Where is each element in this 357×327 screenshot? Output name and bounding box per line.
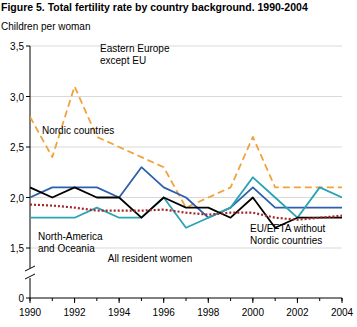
x-tick [297, 298, 298, 303]
y-tick-label: 3,0 [10, 92, 24, 103]
y-tick-label: 0 [18, 293, 24, 304]
y-tick-label: 2,0 [10, 193, 24, 204]
x-tick [163, 298, 164, 303]
x-tick [342, 298, 343, 303]
x-tick [252, 298, 253, 303]
x-minor-tick [96, 298, 97, 301]
x-tick-label: 1990 [19, 307, 42, 318]
y-tick [26, 46, 30, 47]
series-label: North-Americaand Oceania [38, 231, 103, 254]
grid-line [30, 96, 342, 97]
series-line [30, 167, 342, 218]
x-minor-tick [275, 298, 276, 301]
title: Figure 5. Total fertility rate by countr… [1, 1, 308, 13]
series-label: Nordic countries [42, 125, 114, 136]
x-tick [30, 298, 31, 303]
x-tick-label: 1992 [63, 307, 86, 318]
y-axis-label: Children per woman [1, 21, 91, 32]
x-tick-label: 2000 [242, 307, 265, 318]
y-axis [30, 46, 31, 268]
x-minor-tick [230, 298, 231, 301]
series-line [30, 177, 342, 228]
series-line [30, 187, 342, 227]
plot-area [30, 86, 342, 227]
series-label: EU/EFTA withoutNordic countries [250, 223, 326, 246]
y-tick [26, 298, 30, 299]
series-label: All resident women [108, 253, 192, 264]
series-line [30, 86, 342, 207]
grid-line [30, 46, 342, 47]
x-minor-tick [141, 298, 142, 301]
y-tick [26, 197, 30, 198]
x-minor-tick [319, 298, 320, 301]
grid-line [30, 147, 342, 148]
series-label: Eastern Europeexcept EU [100, 43, 170, 66]
x-minor-tick [186, 298, 187, 301]
y-axis [30, 278, 31, 298]
x-tick-label: 1998 [197, 307, 220, 318]
x-tick-label: 1994 [108, 307, 131, 318]
y-tick-label: 3,5 [10, 41, 24, 52]
y-tick [26, 248, 30, 249]
axis-break [25, 266, 35, 279]
series-line [30, 205, 342, 220]
x-tick [119, 298, 120, 303]
y-tick-label: 2,5 [10, 142, 24, 153]
x-tick-label: 2004 [331, 307, 354, 318]
x-tick-label: 1996 [153, 307, 176, 318]
x-tick [208, 298, 209, 303]
y-tick-label: 1,5 [10, 243, 24, 254]
x-tick [74, 298, 75, 303]
x-tick-label: 2002 [286, 307, 309, 318]
y-tick [26, 147, 30, 148]
y-tick [26, 96, 30, 97]
x-minor-tick [52, 298, 53, 301]
